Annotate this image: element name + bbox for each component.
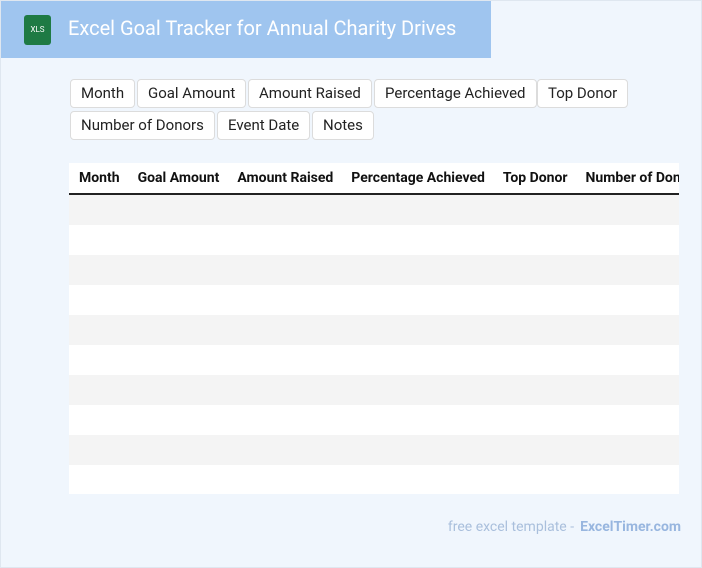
column-header: Amount Raised xyxy=(227,163,342,195)
page-title: Excel Goal Tracker for Annual Charity Dr… xyxy=(68,16,457,40)
table-row xyxy=(69,345,679,375)
header-bar: XLS Excel Goal Tracker for Annual Charit… xyxy=(1,1,491,58)
field-tag[interactable]: Number of Donors xyxy=(70,111,215,140)
field-tag[interactable]: Event Date xyxy=(217,111,311,140)
column-header: Goal Amount xyxy=(127,163,228,195)
table: Month Goal Amount Amount Raised Percentage … xyxy=(69,163,679,494)
table-row xyxy=(69,285,679,315)
table-row xyxy=(69,405,679,435)
table-row xyxy=(69,435,679,465)
column-header: Number of Donors xyxy=(575,163,679,195)
column-header: Month xyxy=(69,163,128,195)
field-tag[interactable]: Amount Raised xyxy=(248,79,372,108)
xls-icon: XLS xyxy=(24,15,51,45)
field-tag[interactable]: Notes xyxy=(312,111,374,140)
field-tag[interactable]: Percentage Achieved xyxy=(374,79,537,108)
table-header: Month Goal Amount Amount Raised Percentage … xyxy=(69,163,679,195)
table-row xyxy=(69,255,679,285)
table-row xyxy=(69,195,679,225)
field-tag[interactable]: Top Donor xyxy=(537,79,629,108)
field-tag[interactable]: Goal Amount xyxy=(137,79,247,108)
table-body xyxy=(69,195,679,494)
footer-link[interactable]: ExcelTimer.com xyxy=(580,519,681,535)
footer-text: free excel template - xyxy=(447,519,575,535)
table-row xyxy=(69,465,679,494)
column-header: Top Donor xyxy=(492,163,576,195)
column-header: Percentage Achieved xyxy=(341,163,493,195)
footer: free excel template - ExcelTimer.com xyxy=(448,519,681,535)
field-tag[interactable]: Month xyxy=(70,79,136,108)
table-row xyxy=(69,375,679,405)
header-row: Month Goal Amount Amount Raised Percentage … xyxy=(69,163,679,195)
table-row xyxy=(69,225,679,255)
table-row xyxy=(69,315,679,345)
